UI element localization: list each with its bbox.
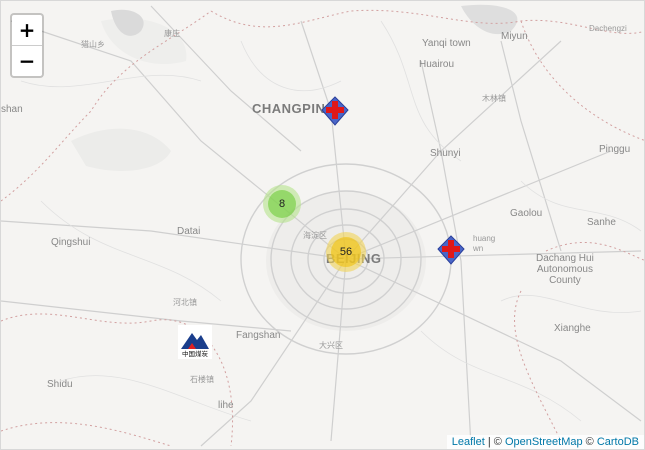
leaflet-link[interactable]: Leaflet [451,436,485,448]
attribution-separator: © [582,436,597,448]
hospital-cross-icon [321,96,349,126]
hospital-marker-east[interactable] [437,235,465,270]
label-daxing: 大兴区 [319,341,343,350]
label-shan: shan [1,104,23,115]
osm-link[interactable]: OpenStreetMap [504,436,583,448]
hospital-marker-changping[interactable] [321,96,349,131]
china-coal-logo-icon: 中国煤炭 [181,333,209,358]
label-gaolou: Gaolou [510,208,543,219]
label-pinggu: Pinggu [599,144,631,155]
label-tongzhou: huang wn [473,234,496,253]
label-dachang: Dachang Hui Autonomous County [536,253,594,286]
label-datai: Datai [177,226,201,237]
label-shunyi: Shunyi [430,148,461,159]
hospital-cross-icon [437,235,465,265]
zoom-control: + − [10,13,44,78]
attribution-separator: | © [484,436,505,448]
cluster-count: 56 [331,237,361,267]
label-fangshan: Fangshan [236,330,281,341]
label-sanhe: Sanhe [587,217,616,228]
coal-logo-text: 中国煤炭 [182,349,209,358]
attribution-bar: Leaflet | © OpenStreetMap © CartoDB [446,435,644,449]
label-changping: CHANGPING [252,101,336,116]
label-zhuoshan: 猎山乡 [81,40,105,49]
label-mulin: 木林镇 [482,94,506,103]
label-haidian: 海淀区 [303,231,327,240]
cartodb-link[interactable]: CartoDB [596,436,639,448]
cluster-marker-56[interactable]: 56 [326,232,366,272]
label-shidu: Shidu [47,379,73,390]
label-dachengzi: Dachengzi [589,24,627,33]
label-hebei-town: 河北镇 [173,298,197,307]
label-yanqi-town: Yanqi town [422,38,471,49]
label-kangzhuang: 康庄 [164,29,180,38]
zoom-out-button[interactable]: − [18,49,36,73]
cluster-marker-8[interactable]: 8 [263,185,301,223]
label-huairou: Huairou [419,59,455,70]
label-qingshui: Qingshui [51,237,91,248]
label-xianghe: Xianghe [554,323,591,334]
zoom-in-button[interactable]: + [12,15,42,46]
cluster-count: 8 [268,190,296,218]
coal-logo-marker[interactable]: 中国煤炭 [178,325,212,359]
label-lihe: lihe [218,400,234,411]
label-miyun: Miyun [501,31,528,42]
label-shilou: 石楼镇 [190,375,214,384]
